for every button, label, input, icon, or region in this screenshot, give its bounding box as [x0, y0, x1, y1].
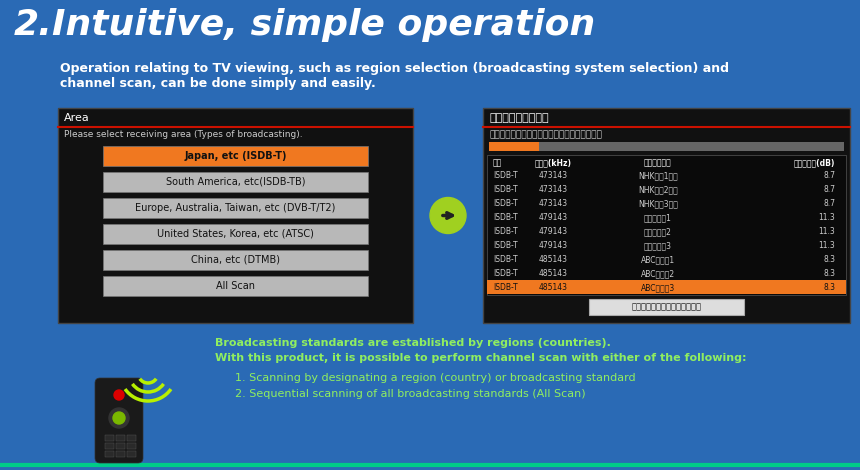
Text: 11.3: 11.3 [818, 213, 835, 222]
Text: 種別: 種別 [493, 158, 502, 167]
Text: 2. Sequential scanning of all broadcasting standards (All Scan): 2. Sequential scanning of all broadcasti… [235, 389, 586, 399]
Text: 473143: 473143 [538, 199, 568, 209]
Text: Europe, Australia, Taiwan, etc (DVB-T/T2): Europe, Australia, Taiwan, etc (DVB-T/T2… [135, 203, 335, 213]
Text: ABCテレビ3: ABCテレビ3 [641, 283, 675, 292]
Text: Intuitive, simple operation: Intuitive, simple operation [52, 8, 595, 42]
Text: チャンネル名: チャンネル名 [644, 158, 672, 167]
Text: ABCテレビ1: ABCテレビ1 [641, 256, 675, 265]
Text: ISDB-T: ISDB-T [493, 213, 518, 222]
Text: Please select receiving area (Types of broadcasting).: Please select receiving area (Types of b… [64, 130, 303, 139]
Text: 473143: 473143 [538, 186, 568, 195]
Text: 2.: 2. [14, 8, 52, 42]
Text: 8.7: 8.7 [823, 199, 835, 209]
Bar [103, 172, 368, 192]
Text: 485143: 485143 [538, 283, 568, 292]
Text: United States, Korea, etc (ATSC): United States, Korea, etc (ATSC) [157, 229, 314, 239]
Circle shape [114, 390, 124, 400]
Text: 8.7: 8.7 [823, 186, 835, 195]
Text: channel scan, can be done simply and easily.: channel scan, can be done simply and eas… [60, 77, 376, 90]
Text: 479143: 479143 [538, 242, 568, 251]
Text: 485143: 485143 [538, 269, 568, 279]
Bar [103, 224, 368, 244]
Bar [103, 250, 368, 270]
Bar [487, 155, 846, 295]
Text: 読売テレビ1: 読売テレビ1 [644, 213, 672, 222]
Text: NHKテレ3大阪: NHKテレ3大阪 [638, 199, 678, 209]
Bar [483, 108, 850, 323]
Text: 479143: 479143 [538, 227, 568, 236]
Bar [103, 276, 368, 296]
Text: 受信レベル(dB): 受信レベル(dB) [794, 158, 835, 167]
Text: NHKテレ1大阪: NHKテレ1大阪 [638, 172, 678, 180]
Text: ISDB-T: ISDB-T [493, 227, 518, 236]
Bar [127, 443, 136, 449]
Bar [489, 142, 844, 151]
Bar [487, 280, 846, 294]
Bar [103, 146, 368, 166]
Text: 8.3: 8.3 [823, 256, 835, 265]
Text: 8.7: 8.7 [823, 172, 835, 180]
Text: Area: Area [64, 113, 89, 123]
Bar [105, 443, 114, 449]
Text: チャンネルスキャンを終了する: チャンネルスキャンを終了する [631, 303, 702, 312]
Bar [116, 451, 125, 457]
Text: All Scan: All Scan [216, 281, 255, 291]
Text: 読売テレビ2: 読売テレビ2 [644, 227, 672, 236]
Text: 8.3: 8.3 [823, 269, 835, 279]
Text: Japan, etc (ISDB-T): Japan, etc (ISDB-T) [184, 151, 286, 161]
Text: ISDB-T: ISDB-T [493, 172, 518, 180]
Text: 479143: 479143 [538, 213, 568, 222]
Bar [103, 198, 368, 218]
Bar [105, 451, 114, 457]
Text: 1. Scanning by designating a region (country) or broadcasting standard: 1. Scanning by designating a region (cou… [235, 373, 636, 383]
Text: 受信可能なチャンネルをスキャンしています。: 受信可能なチャンネルをスキャンしています。 [489, 130, 602, 139]
Text: 485143: 485143 [538, 256, 568, 265]
Bar [116, 435, 125, 441]
Text: 読売テレビ3: 読売テレビ3 [644, 242, 672, 251]
Text: Operation relating to TV viewing, such as region selection (broadcasting system : Operation relating to TV viewing, such a… [60, 62, 729, 75]
Text: ABCテレビ2: ABCテレビ2 [641, 269, 675, 279]
Bar [58, 108, 413, 323]
Bar [105, 435, 114, 441]
Bar [589, 299, 744, 315]
Bar [116, 443, 125, 449]
Text: チャンネルスキャン: チャンネルスキャン [489, 113, 549, 123]
FancyBboxPatch shape [95, 378, 143, 463]
Text: ISDB-T: ISDB-T [493, 186, 518, 195]
Bar [489, 142, 538, 151]
Text: ISDB-T: ISDB-T [493, 199, 518, 209]
Text: 11.3: 11.3 [818, 242, 835, 251]
Circle shape [109, 408, 129, 428]
Text: 8.3: 8.3 [823, 283, 835, 292]
Circle shape [113, 412, 125, 424]
Bar [127, 451, 136, 457]
Text: With this product, it is possible to perform channel scan with either of the fol: With this product, it is possible to per… [215, 353, 746, 363]
Circle shape [430, 197, 466, 234]
Text: ISDB-T: ISDB-T [493, 242, 518, 251]
Text: China, etc (DTMB): China, etc (DTMB) [191, 255, 280, 265]
Text: South America, etc(ISDB-TB): South America, etc(ISDB-TB) [166, 177, 305, 187]
Text: ISDB-T: ISDB-T [493, 283, 518, 292]
Text: 周波数(kHz): 周波数(kHz) [535, 158, 572, 167]
Text: Broadcasting standards are established by regions (countries).: Broadcasting standards are established b… [215, 338, 611, 348]
Bar [127, 435, 136, 441]
Text: ISDB-T: ISDB-T [493, 256, 518, 265]
Text: 11.3: 11.3 [818, 227, 835, 236]
Text: 473143: 473143 [538, 172, 568, 180]
Text: NHKテレ2大阪: NHKテレ2大阪 [638, 186, 678, 195]
Text: ISDB-T: ISDB-T [493, 269, 518, 279]
